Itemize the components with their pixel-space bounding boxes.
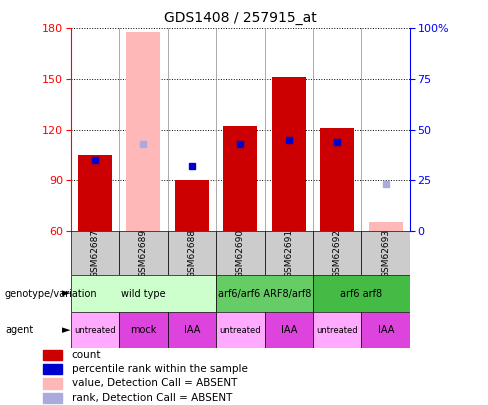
Text: ►: ► xyxy=(61,325,70,335)
Bar xyxy=(320,128,354,231)
Bar xyxy=(264,312,313,348)
Bar xyxy=(362,312,410,348)
Bar xyxy=(119,231,168,275)
Bar xyxy=(216,275,313,312)
Bar xyxy=(313,231,362,275)
Bar xyxy=(313,312,362,348)
Text: GSM62688: GSM62688 xyxy=(187,228,196,278)
Bar xyxy=(43,392,62,403)
Bar xyxy=(272,77,306,231)
Text: untreated: untreated xyxy=(220,326,261,335)
Text: arf6 arf8: arf6 arf8 xyxy=(341,289,383,298)
Bar xyxy=(119,312,168,348)
Title: GDS1408 / 257915_at: GDS1408 / 257915_at xyxy=(164,11,317,25)
Text: IAA: IAA xyxy=(378,325,394,335)
Bar xyxy=(216,312,264,348)
Text: GSM62691: GSM62691 xyxy=(285,228,293,278)
Bar xyxy=(216,231,264,275)
Text: genotype/variation: genotype/variation xyxy=(5,289,98,298)
Bar xyxy=(71,275,216,312)
Text: agent: agent xyxy=(5,325,33,335)
Bar xyxy=(313,275,410,312)
Bar xyxy=(43,350,62,360)
Bar xyxy=(43,364,62,374)
Bar xyxy=(224,126,257,231)
Text: wild type: wild type xyxy=(121,289,166,298)
Text: GSM62687: GSM62687 xyxy=(90,228,100,278)
Text: IAA: IAA xyxy=(183,325,200,335)
Text: GSM62689: GSM62689 xyxy=(139,228,148,278)
Bar xyxy=(264,231,313,275)
Bar xyxy=(362,231,410,275)
Text: untreated: untreated xyxy=(316,326,358,335)
Text: percentile rank within the sample: percentile rank within the sample xyxy=(72,364,248,374)
Bar xyxy=(126,32,161,231)
Bar xyxy=(71,312,119,348)
Bar xyxy=(43,378,62,388)
Text: ►: ► xyxy=(61,289,70,298)
Bar xyxy=(168,231,216,275)
Text: GSM62693: GSM62693 xyxy=(381,228,390,278)
Text: mock: mock xyxy=(130,325,157,335)
Text: count: count xyxy=(72,350,102,360)
Text: GSM62690: GSM62690 xyxy=(236,228,245,278)
Text: IAA: IAA xyxy=(281,325,297,335)
Text: arf6/arf6 ARF8/arf8: arf6/arf6 ARF8/arf8 xyxy=(218,289,311,298)
Bar xyxy=(71,231,119,275)
Text: untreated: untreated xyxy=(74,326,116,335)
Bar xyxy=(369,222,403,231)
Bar xyxy=(168,312,216,348)
Bar xyxy=(78,155,112,231)
Bar xyxy=(175,180,209,231)
Text: GSM62692: GSM62692 xyxy=(333,229,342,277)
Text: value, Detection Call = ABSENT: value, Detection Call = ABSENT xyxy=(72,378,237,388)
Text: rank, Detection Call = ABSENT: rank, Detection Call = ABSENT xyxy=(72,392,232,403)
